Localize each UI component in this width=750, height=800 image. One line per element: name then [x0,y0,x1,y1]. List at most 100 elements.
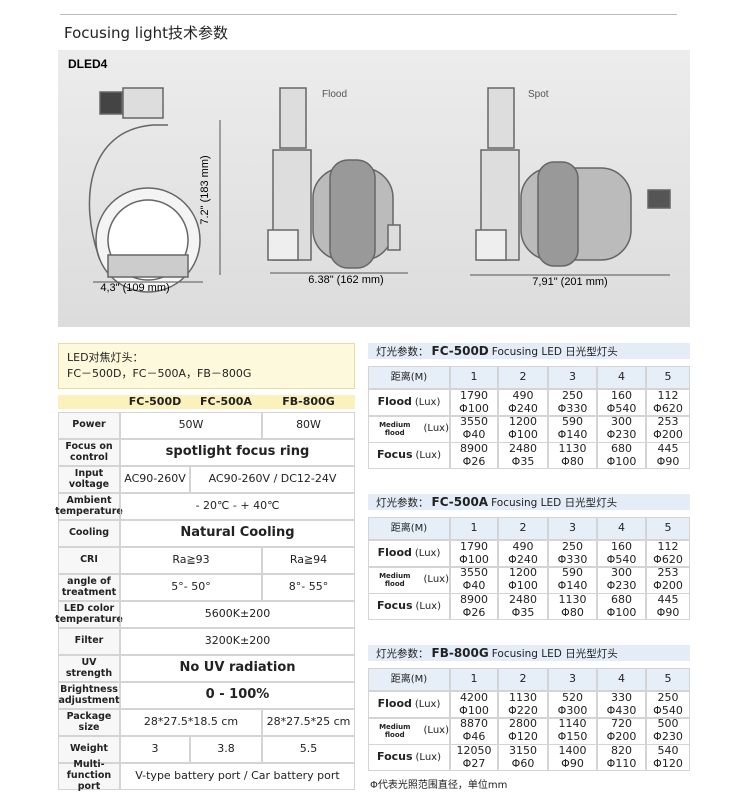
distance: 2 [498,366,548,389]
row-label: Power [58,412,120,439]
lux-cell: 3150 Φ60 [498,744,548,771]
distance: 4 [597,668,646,691]
diameter-value: Φ200 [653,428,683,441]
spec-value: 28*27.5*25 cm [262,709,355,736]
model-label: DLED4 [68,57,108,71]
lux-cell: 250 Φ330 [548,389,597,416]
spec-value: Ra≧94 [262,547,355,574]
diameter-value: Φ540 [606,552,637,566]
lux-value: 445 [657,592,679,606]
lux-cell: 8870 Φ46 [450,717,498,745]
row-label: Focus (Lux) [368,442,450,469]
mode: Focus [377,448,413,462]
spec-value: No UV radiation [120,655,355,682]
lux-cell: 820 Φ110 [597,744,646,771]
figure: DLED4 7.2" (183 mm) 4,3" (109 mm) Flood … [58,50,690,327]
row-label: Flood (Lux) [368,389,450,416]
top-rule [60,14,677,15]
diameter-value: Φ90 [656,605,680,619]
lux-value: 540 [657,743,679,757]
diameter-value: Φ26 [462,454,486,468]
diameter-value: Φ26 [462,605,486,619]
diameter-value: Φ220 [508,703,538,717]
lux-cell: 160 Φ540 [597,540,646,567]
lux-cell: 250 Φ540 [646,691,690,718]
lux-value: 300 [611,566,632,580]
diameter-value: Φ120 [653,756,683,770]
diameter-value: Φ540 [606,401,637,415]
mode: Flood [377,546,412,560]
row-label: Focus (Lux) [368,744,450,771]
lux-cell: 3550 Φ40 [450,415,498,443]
diameter-value: Φ230 [653,730,683,743]
mode: Focus [377,750,413,764]
diameter-value: Φ100 [459,552,489,566]
table-title: 灯光参数： FC-500D Focusing LED 日光型灯头 [368,343,690,359]
spec-value: Natural Cooling [120,520,355,547]
lux-value: 1790 [460,539,488,553]
diameter-value: Φ240 [508,401,538,415]
mode: Medium flood [379,722,411,739]
row-label: Filter [58,628,120,655]
lux-value: 720 [611,717,632,731]
lux-value: 590 [562,566,583,580]
lux-cell: 680 Φ100 [597,442,646,469]
title-part: 灯光参数： [376,346,429,358]
diameter-value: Φ100 [508,579,538,592]
row-label: Medium flood (Lux) [368,717,450,745]
diameter-value: Φ90 [656,454,680,468]
lux-value: 250 [562,539,583,553]
spec-value: Ra≧93 [120,547,262,574]
distance: 3 [548,366,597,389]
unit: (Lux) [414,396,441,408]
lux-value: 3550 [460,415,488,429]
distance: 2 [498,668,548,691]
lux-value: 160 [611,539,632,553]
column-header: FC-500A [200,395,252,408]
lux-cell: 3550 Φ40 [450,566,498,594]
spec-value: spotlight focus ring [120,439,355,466]
distance: 1 [450,366,498,389]
lux-cell: 540 Φ120 [646,744,690,771]
row-label: Cooling [58,520,120,547]
lux-value: 1790 [460,388,488,402]
unit: (Lux) [423,423,449,435]
lux-value: 250 [657,690,679,704]
distance: 5 [646,668,690,691]
lux-cell: 160 Φ540 [597,389,646,416]
lux-cell: 2480 Φ35 [498,593,548,620]
lux-value: 2480 [509,441,537,455]
spec-value: 5600K±200 [120,601,355,628]
lamp-flood [267,87,401,269]
lux-value: 820 [611,743,632,757]
dimension-label: 7,91" (201 mm) [532,276,607,288]
diameter-value: Φ620 [653,401,683,415]
head-label: 距离(M) [368,668,450,691]
lux-cell: 300 Φ230 [597,415,646,443]
diameter-value: Φ140 [557,579,588,592]
dimension-label: 7.2" (183 mm) [199,155,211,224]
mode: Medium flood [379,571,411,588]
diameter-value: Φ40 [462,428,486,441]
spec-value: 80W [262,412,355,439]
lux-cell: 1140 Φ150 [548,717,597,745]
page-title: Focusing light技术参数 [64,24,229,42]
lux-cell: 112 Φ620 [646,389,690,416]
head-label: 距离(M) [368,517,450,540]
lux-value: 12050 [456,743,492,757]
lux-value: 250 [562,388,583,402]
lux-cell: 1400 Φ90 [548,744,597,771]
diameter-value: Φ80 [561,454,584,468]
row-label: Flood (Lux) [368,540,450,567]
lux-cell: 8900 Φ26 [450,442,498,469]
row-label: Focus (Lux) [368,593,450,620]
distance: 3 [548,668,597,691]
title-part: FB-800G [431,646,489,660]
diameter-value: Φ100 [459,703,489,717]
diameter-value: Φ200 [606,730,637,743]
table-title: 灯光参数： FC-500A Focusing LED 日光型灯头 [368,494,690,510]
diameter-value: Φ46 [462,730,486,743]
lux-value: 500 [657,717,679,731]
lux-value: 2480 [509,592,537,606]
diameter-value: Φ100 [508,428,538,441]
